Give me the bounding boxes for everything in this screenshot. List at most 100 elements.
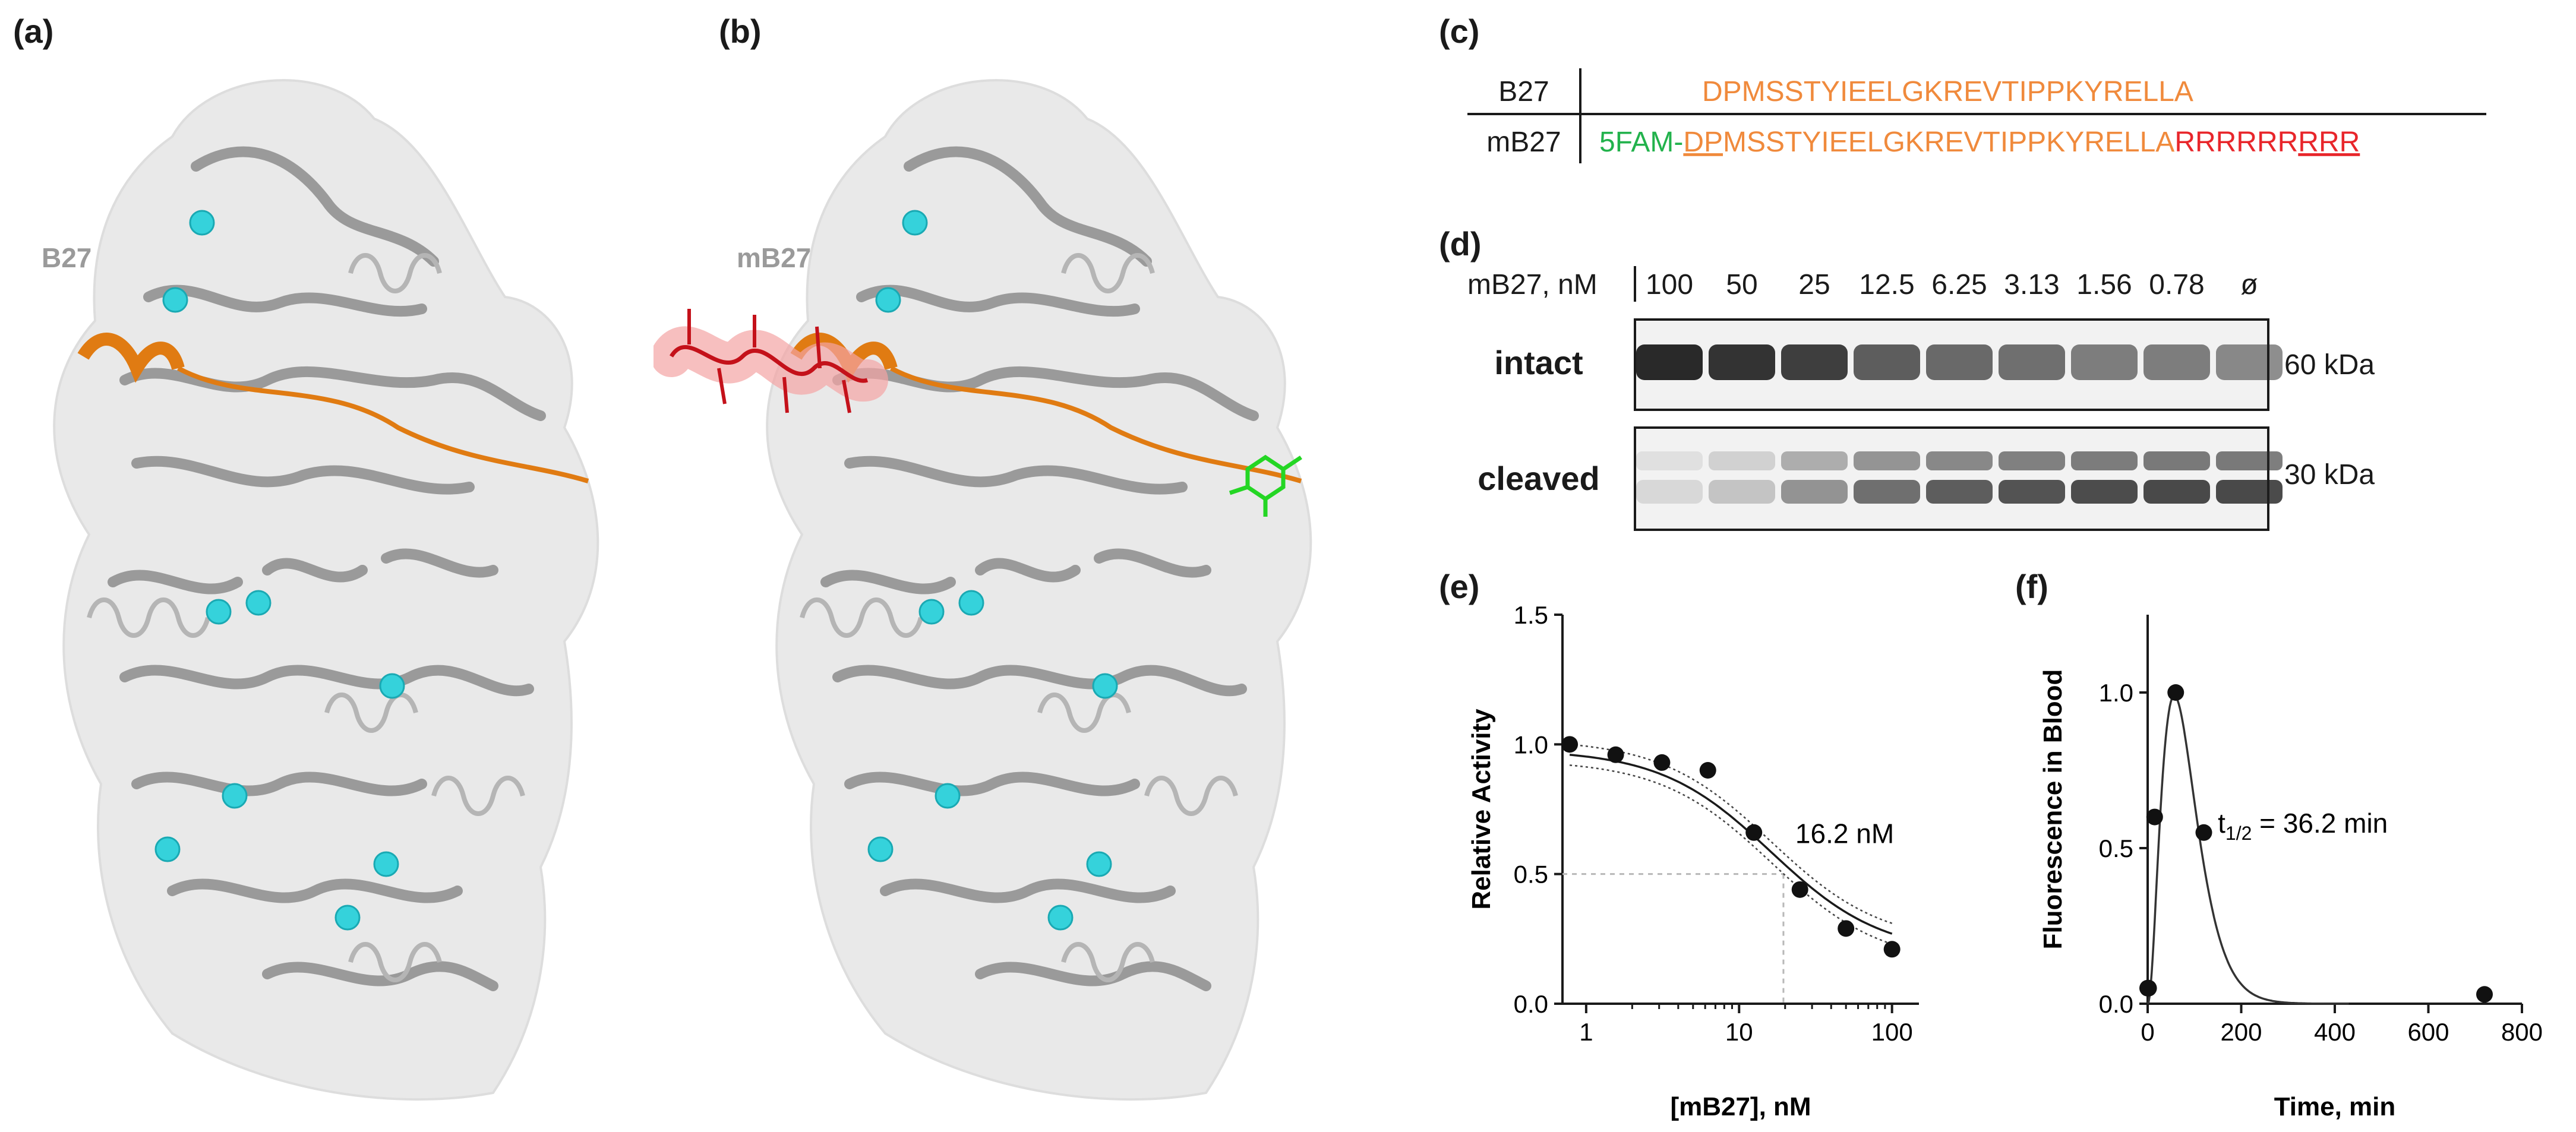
- pk-chart: 0.0 0.5 1.0 0 200 400 600 800 Time, min Fluores…: [2038, 615, 2543, 1121]
- seq-b27: DPMSSTYIEELGKREVTIPPKYRELLA: [1702, 76, 2193, 107]
- protein-structure-b: mB27: [654, 79, 1312, 1101]
- cleaved-band-upper: [2216, 451, 2283, 470]
- cleaved-band-upper: [1709, 451, 1775, 470]
- cleaved-band-lower: [1636, 480, 1703, 504]
- half-life-t: t: [2218, 808, 2225, 839]
- dose-response-plot-area: 0.0 0.5 1.0 1.5 1 10 100: [1514, 601, 1919, 1046]
- dose-response-xlabel: [mB27], nM: [1670, 1092, 1811, 1121]
- cleaved-band-upper: [1999, 451, 2065, 470]
- y-tick-label: 1.5: [1514, 601, 1548, 629]
- gel-conc-label: 50: [1726, 269, 1757, 301]
- seq-row-name-mb27: mB27: [1486, 127, 1561, 158]
- data-point: [1561, 736, 1579, 753]
- y-tick-label: 1.0: [2099, 679, 2133, 707]
- arginine-tail: [654, 309, 888, 413]
- x-tick-label: 800: [2501, 1018, 2543, 1046]
- x-tick-label: 100: [1871, 1018, 1913, 1046]
- fit-ci-lower: [1569, 764, 1893, 945]
- panel-d-letter: (d): [1439, 225, 1482, 263]
- data-point: [1653, 754, 1671, 771]
- y-tick-label: 0.0: [2099, 990, 2133, 1018]
- cleaved-band-lower: [1926, 480, 1993, 504]
- cleaved-band-lower: [1854, 480, 1920, 504]
- intact-band: [1636, 344, 1703, 380]
- y-tick-label: 1.0: [1514, 731, 1548, 758]
- intact-band: [1999, 344, 2065, 380]
- seq-mb27-core: MSSTYIEELGKREVTIPPKYRELLA: [1723, 127, 2174, 158]
- intact-band: [1709, 344, 1775, 380]
- ribbon-strands: [108, 146, 546, 991]
- seq-mb27-fam: 5FAM-: [1599, 127, 1683, 158]
- x-tick-label: 600: [2407, 1018, 2449, 1046]
- gel-conc-label: 100: [1646, 269, 1693, 301]
- intact-band: [2216, 344, 2283, 380]
- surface-shape: [53, 79, 599, 1101]
- gel-conc-label: 25: [1798, 269, 1830, 301]
- cleaved-band-lower: [1999, 480, 2065, 504]
- pk-plot-area: 0.0 0.5 1.0 0 200 400 600 800: [2099, 615, 2543, 1046]
- pk-ylabel: Fluorescence in Blood: [2038, 669, 2067, 950]
- gel-conc-label: 6.25: [1931, 269, 1987, 301]
- b27-peptide: [77, 333, 589, 483]
- ribbon-strands-b: [820, 146, 1259, 991]
- metal-ions: [154, 210, 405, 931]
- gel-conc-label: 3.13: [2004, 269, 2059, 301]
- gel-conc-label: 1.56: [2076, 269, 2132, 301]
- gel-size-60kda: 60 kDa: [2284, 349, 2375, 381]
- pk-fit-curve: [2146, 694, 2349, 1005]
- cleaved-band-lower: [1709, 480, 1775, 504]
- gel-concentration-labels: 100 50 25 12.5 6.25 3.13 1.56 0.78 ø: [1646, 269, 2258, 301]
- cleaved-band-lower: [1781, 480, 1848, 504]
- panel-e-letter: (e): [1439, 568, 1480, 605]
- intact-band: [1781, 344, 1848, 380]
- cleaved-band-upper: [1926, 451, 1993, 470]
- y-tick-label: 0.0: [1514, 990, 1548, 1018]
- data-point: [1791, 881, 1808, 898]
- x-tick-label: 1: [1579, 1018, 1593, 1046]
- gel-cleaved-box: [1634, 426, 2269, 531]
- data-point: [2195, 824, 2212, 841]
- seq-b27-core: DPMSSTYIEELGKREVTIPPKYRELLA: [1702, 76, 2193, 107]
- seq-mb27-arg-underlined: RRR: [2298, 127, 2360, 158]
- cleaved-band-upper: [1636, 451, 1703, 470]
- panel-a-letter: (a): [13, 12, 54, 50]
- x-tick-label: 400: [2314, 1018, 2356, 1046]
- data-point: [2140, 979, 2157, 997]
- seq-mb27-dp: DP: [1683, 127, 1723, 158]
- intact-band: [1926, 344, 1993, 380]
- x-tick-label: 200: [2220, 1018, 2262, 1046]
- intact-band: [2071, 344, 2138, 380]
- seq-mb27: 5FAM-DPMSSTYIEELGKREVTIPPKYRELLARRRRRRRR…: [1599, 127, 2360, 158]
- gel-row-label-intact: intact: [1494, 344, 1583, 381]
- seq-mb27-arg: RRRRRR: [2174, 127, 2298, 158]
- data-point: [1745, 824, 1763, 841]
- panel-f-letter: (f): [2015, 568, 2048, 605]
- cleaved-bands: [1636, 451, 2283, 504]
- data-point: [1883, 941, 1901, 958]
- intact-band: [1854, 344, 1920, 380]
- fit-curve: [1569, 754, 1893, 935]
- data-point: [1607, 746, 1624, 763]
- mb27-label: mB27: [737, 242, 811, 273]
- gel-conc-label: 12.5: [1859, 269, 1914, 301]
- dose-response-chart: 0.0 0.5 1.0 1.5 1 10 100 [mB27], nM Relative A…: [1467, 601, 1919, 1121]
- metal-ions-b: [867, 210, 1118, 931]
- pk-xlabel: Time, min: [2274, 1092, 2396, 1121]
- intact-bands: [1636, 344, 2283, 380]
- half-life-rest: = 36.2 min: [2252, 808, 2388, 839]
- x-tick-label: 0: [2141, 1018, 2154, 1046]
- data-point: [1838, 920, 1855, 937]
- gel-conc-label: 0.78: [2149, 269, 2204, 301]
- y-tick-label: 0.5: [2099, 834, 2133, 862]
- data-point: [1699, 762, 1716, 779]
- gel-conc-header: mB27, nM: [1467, 269, 1598, 301]
- b27-label: B27: [42, 242, 91, 273]
- data-point: [2146, 808, 2163, 826]
- cleaved-band-lower: [2216, 480, 2283, 504]
- half-life-annotation: t1/2 = 36.2 min: [2218, 808, 2388, 844]
- gel-panel: mB27, nM 100 50 25 12.5 6.25 3.13 1.56 0.78 ø in…: [1467, 266, 2375, 531]
- cleaved-band-upper: [1781, 451, 1848, 470]
- intact-band: [2143, 344, 2210, 380]
- ic50-annotation: 16.2 nM: [1795, 818, 1894, 849]
- sequence-table: B27 DPMSSTYIEELGKREVTIPPKYRELLA mB27 5FA…: [1467, 68, 2486, 163]
